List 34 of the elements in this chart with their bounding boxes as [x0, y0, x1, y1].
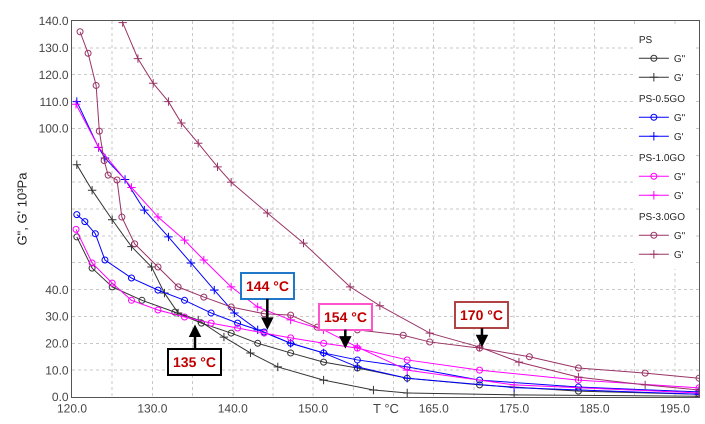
- annotation: PS-3.0GO: [638, 212, 686, 224]
- y-tick-label: 20.0: [45, 336, 69, 350]
- legend-label: G': [674, 73, 684, 84]
- annotation: PS-0.5GO: [638, 94, 686, 106]
- y-axis-title: G", G' 10³Pa: [14, 172, 30, 246]
- annotation: 154 °C: [324, 309, 367, 325]
- y-tick-label: 130.0: [38, 41, 69, 56]
- annotation: 144 °C: [246, 278, 289, 294]
- annotation: PS: [638, 35, 653, 46]
- x-tick-label: 185.0: [579, 401, 610, 416]
- y-tick-label: 30.0: [45, 310, 69, 324]
- legend-label: G': [674, 191, 684, 202]
- legend-label: G": [674, 231, 686, 242]
- legend-label: G": [674, 113, 686, 124]
- x-tick-label: 175.0: [499, 401, 530, 416]
- y-tick-label: 10.0: [45, 363, 69, 378]
- x-tick-label: 195.0: [660, 401, 690, 416]
- legend-label: G': [674, 250, 684, 262]
- y-tick-label: 120.0: [38, 68, 69, 82]
- annotation: 135 °C: [173, 354, 216, 370]
- legend-label: G": [674, 172, 686, 184]
- annotation: 170 °C: [460, 307, 503, 323]
- x-axis-title: T °C: [373, 401, 399, 416]
- y-tick-label: 140.0: [38, 14, 69, 28]
- y-tick-label: 110.0: [39, 94, 69, 109]
- y-tick-label: 100.0: [38, 122, 69, 136]
- x-tick-label: 150.0: [298, 401, 328, 416]
- annotation: PS-1.0GO: [638, 153, 686, 164]
- legend-label: G': [674, 132, 684, 144]
- x-tick-label: 165.0: [418, 401, 450, 416]
- legend-label: G": [674, 54, 686, 66]
- x-tick-label: 130.0: [137, 401, 168, 416]
- x-tick-label: 140.0: [218, 401, 248, 416]
- y-tick-label: 40.0: [45, 282, 69, 297]
